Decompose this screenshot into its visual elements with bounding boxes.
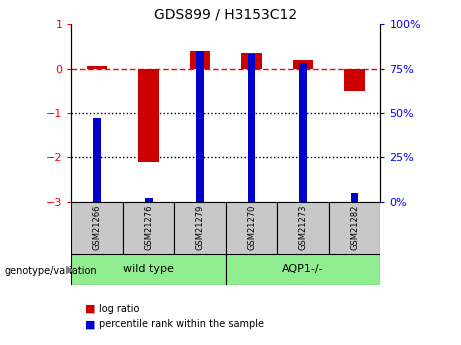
Text: wild type: wild type <box>123 264 174 274</box>
Text: percentile rank within the sample: percentile rank within the sample <box>99 319 264 329</box>
Bar <box>329 202 380 254</box>
Text: ■: ■ <box>85 304 96 314</box>
Text: genotype/variation: genotype/variation <box>5 266 97 276</box>
Bar <box>248 55 255 202</box>
Bar <box>71 254 226 285</box>
Bar <box>299 63 307 202</box>
Bar <box>123 202 174 254</box>
Bar <box>87 66 107 69</box>
Bar <box>190 51 211 69</box>
Bar <box>278 202 329 254</box>
Bar <box>226 254 380 285</box>
Bar <box>145 198 153 202</box>
Bar <box>293 60 313 69</box>
Text: GSM21279: GSM21279 <box>195 205 205 250</box>
Text: GSM21270: GSM21270 <box>247 205 256 250</box>
Text: GSM21273: GSM21273 <box>299 205 307 250</box>
Text: GSM21266: GSM21266 <box>93 205 102 250</box>
Bar <box>174 202 226 254</box>
Bar <box>93 118 101 202</box>
Bar <box>71 202 123 254</box>
Title: GDS899 / H3153C12: GDS899 / H3153C12 <box>154 8 297 22</box>
Bar <box>344 69 365 91</box>
Text: GSM21282: GSM21282 <box>350 205 359 250</box>
Bar <box>196 51 204 202</box>
Bar <box>351 193 359 202</box>
Text: log ratio: log ratio <box>99 304 140 314</box>
Bar <box>242 53 262 69</box>
Text: GSM21276: GSM21276 <box>144 205 153 250</box>
Text: AQP1-/-: AQP1-/- <box>282 264 324 274</box>
Text: ■: ■ <box>85 319 96 329</box>
Text: ▶: ▶ <box>66 265 74 275</box>
Bar <box>226 202 278 254</box>
Bar <box>138 69 159 162</box>
